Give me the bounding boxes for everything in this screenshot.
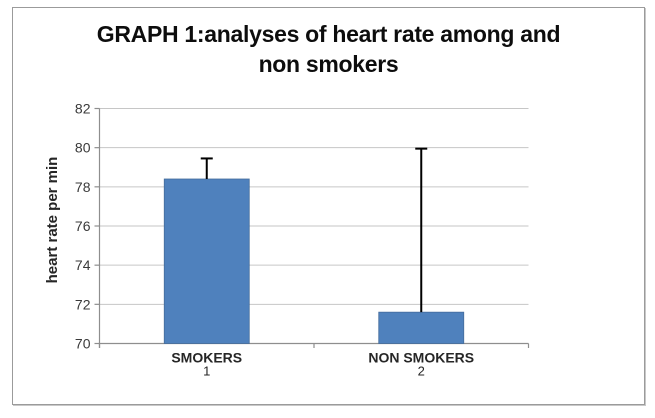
y-axis-title: heart rate per min	[44, 157, 61, 284]
y-tick-label: 76	[75, 218, 91, 234]
category-label: SMOKERS	[171, 350, 242, 366]
bar-non-smokers	[378, 311, 465, 344]
y-tick-label: 74	[75, 257, 91, 273]
y-tick-label: 70	[75, 336, 91, 352]
y-tick-label: 82	[75, 101, 91, 117]
category-number-label: 2	[418, 364, 425, 379]
category-label: NON SMOKERS	[368, 350, 474, 366]
y-tick-label: 72	[75, 296, 91, 312]
category-number-label: 1	[203, 364, 210, 379]
chart-frame: GRAPH 1:analyses of heart rate among and…	[12, 7, 645, 405]
y-tick-label: 78	[75, 179, 91, 195]
y-tick-label: 80	[75, 140, 91, 156]
bar-smokers	[163, 178, 250, 344]
